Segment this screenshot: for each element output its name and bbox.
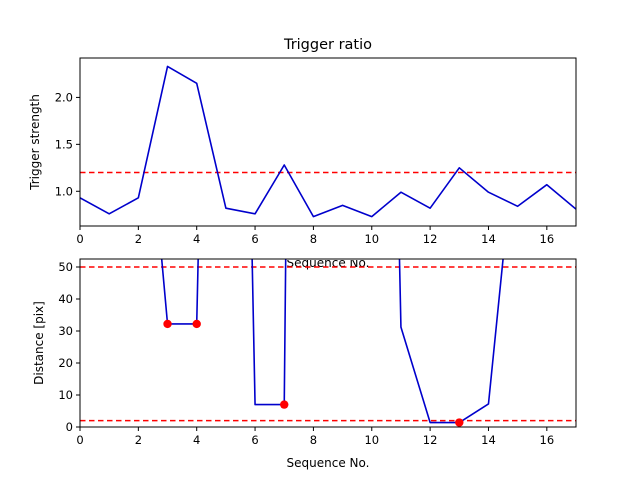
top-x-tick-label: 14 bbox=[481, 232, 496, 246]
top-x-tick-label: 6 bbox=[251, 232, 258, 246]
top-axes-frame bbox=[79, 57, 577, 227]
bottom-axis-ticks: 0 2 4 6 8 10 12 14 16 0 10 20 30 40 50 bbox=[58, 260, 554, 447]
bottom-x-tick-label: 8 bbox=[310, 433, 317, 447]
bottom-y-tick-label: 20 bbox=[58, 356, 73, 370]
bottom-y-tick-label: 40 bbox=[58, 292, 73, 306]
top-chart-title: Trigger ratio bbox=[283, 37, 372, 53]
top-y-tick-label: 1.5 bbox=[55, 137, 73, 151]
bottom-x-tick-label: 12 bbox=[423, 433, 438, 447]
top-plot-area bbox=[80, 65, 576, 218]
bottom-marker-point bbox=[455, 418, 464, 427]
bottom-y-tick-label: 30 bbox=[58, 324, 73, 338]
top-y-axis-label: Trigger strength bbox=[28, 94, 42, 191]
bottom-marker-point bbox=[280, 400, 289, 409]
bottom-series-line-0 bbox=[160, 259, 199, 325]
top-axis-ticks: 0 2 4 6 8 10 12 14 16 1.0 1.5 2.0 bbox=[55, 90, 554, 246]
top-series-line-0 bbox=[80, 65, 576, 218]
bottom-x-axis-label: Sequence No. bbox=[287, 456, 370, 470]
bottom-y-tick-label: 50 bbox=[58, 260, 73, 274]
top-y-tick-label: 1.0 bbox=[55, 184, 73, 198]
top-x-tick-label: 10 bbox=[364, 232, 379, 246]
bottom-plot-area bbox=[80, 259, 576, 427]
bottom-series-line-1 bbox=[251, 259, 287, 406]
top-x-tick-label: 0 bbox=[76, 232, 83, 246]
bottom-x-tick-label: 6 bbox=[251, 433, 258, 447]
bottom-panel: 0 2 4 6 8 10 12 14 16 0 10 20 30 40 50 Sequence No. Di… bbox=[32, 257, 577, 470]
bottom-axes-frame bbox=[79, 258, 577, 428]
bottom-y-tick-label: 0 bbox=[66, 420, 73, 434]
bottom-x-tick-label: 2 bbox=[135, 433, 142, 447]
top-x-tick-label: 12 bbox=[423, 232, 438, 246]
bottom-marker-point bbox=[192, 319, 201, 329]
top-x-tick-label: 16 bbox=[540, 232, 555, 246]
bottom-y-axis-label: Distance [pix] bbox=[32, 301, 46, 385]
top-y-tick-label: 2.0 bbox=[55, 90, 73, 104]
bottom-x-tick-label: 14 bbox=[481, 433, 496, 447]
bottom-x-tick-label: 4 bbox=[193, 433, 200, 447]
top-x-tick-label: 8 bbox=[310, 232, 317, 246]
bottom-x-tick-label: 16 bbox=[540, 433, 555, 447]
bottom-marker-point bbox=[163, 319, 172, 329]
bottom-y-tick-label: 10 bbox=[58, 388, 73, 402]
top-x-tick-label: 2 bbox=[135, 232, 142, 246]
bottom-x-tick-label: 10 bbox=[364, 433, 379, 447]
top-x-tick-label: 4 bbox=[193, 232, 200, 246]
bottom-x-tick-label: 0 bbox=[76, 433, 83, 447]
bottom-series-line-2 bbox=[398, 259, 504, 424]
